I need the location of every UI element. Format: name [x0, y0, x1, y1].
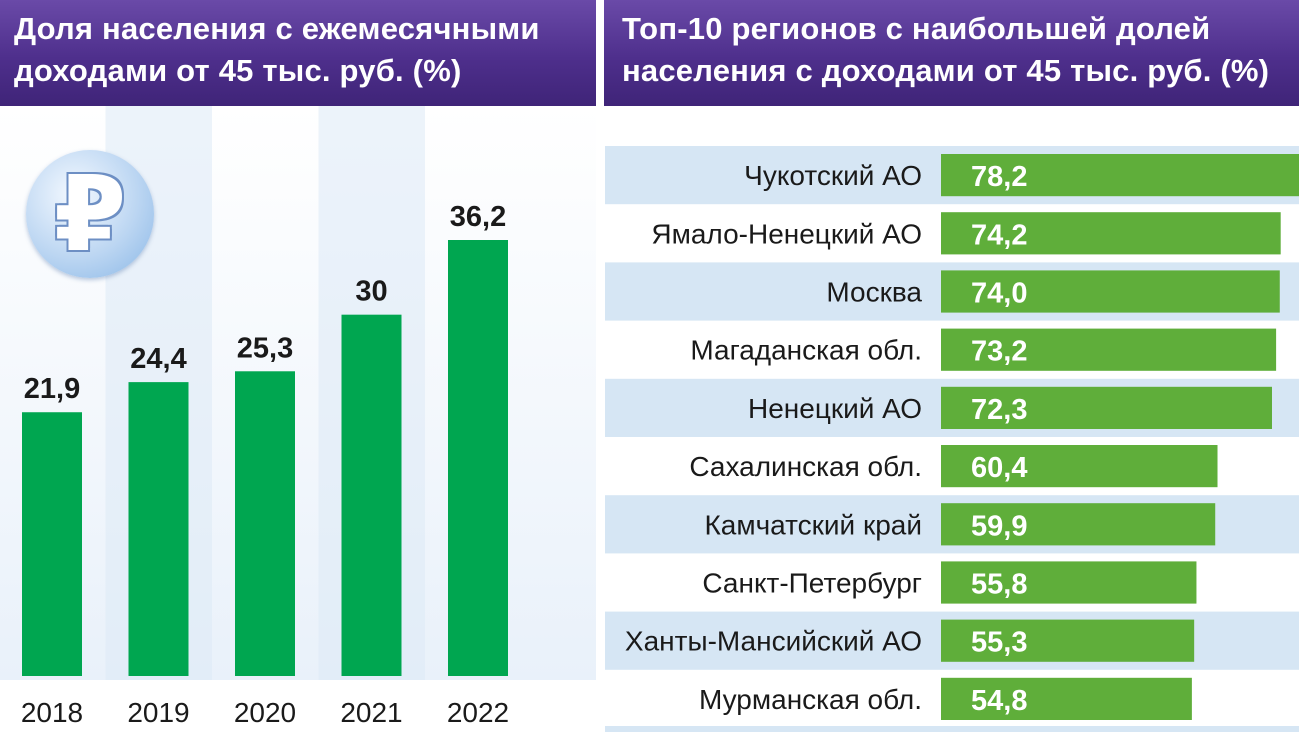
region-value-label: 59,9 [971, 510, 1027, 542]
region-value-label: 74,2 [971, 219, 1027, 251]
region-bar-4 [941, 328, 1277, 371]
bottom-stripe [605, 726, 1299, 732]
right-chart-title: Топ-10 регионов с наибольшей долей насел… [604, 0, 1299, 106]
region-value-label: 54,8 [971, 685, 1027, 717]
bar-2020 [235, 371, 295, 676]
bar-2022 [448, 240, 508, 676]
bar-value-label: 36,2 [450, 201, 506, 233]
region-value-label: 55,8 [971, 569, 1027, 601]
header-divider [596, 0, 604, 106]
bar-2019 [128, 382, 189, 676]
bar-value-label: 24,4 [130, 343, 186, 375]
region-name-label: Чукотский АО [744, 160, 922, 191]
right-title-line-1: Топ-10 регионов с наибольшей долей [622, 11, 1211, 46]
region-value-label: 73,2 [971, 336, 1027, 368]
region-name-label: Санкт-Петербург [702, 568, 922, 599]
region-bar-10 [941, 677, 1192, 720]
region-value-label: 78,2 [971, 161, 1027, 193]
ruble-icon: ₽ [26, 150, 154, 278]
yearly-bar-chart: 21,9 2018 24,4 2019 25,3 2020 30 2021 36,2 2022 [0, 106, 596, 728]
region-name-label: Сахалинская обл. [689, 451, 922, 482]
bar-2021 [341, 314, 402, 676]
year-tick-label: 2020 [234, 697, 296, 728]
region-bar-6 [941, 445, 1218, 488]
region-bar-2 [941, 212, 1281, 255]
region-name-label: Камчатский край [704, 509, 922, 540]
year-tick-label: 2022 [447, 697, 509, 728]
region-value-label: 74,0 [971, 278, 1027, 310]
bar-2018 [22, 412, 82, 676]
region-name-label: Ямало-Ненецкий АО [651, 218, 922, 249]
region-bar-7 [941, 503, 1216, 546]
region-value-label: 60,4 [971, 452, 1027, 484]
region-name-label: Мурманская обл. [699, 684, 922, 715]
region-bar-9 [941, 619, 1195, 662]
left-chart-title: Доля населения с ежемесячными доходами о… [0, 0, 596, 106]
region-value-label: 72,3 [971, 394, 1027, 426]
region-name-label: Ханты-Мансийский АО [625, 626, 922, 657]
left-title-line-2: доходами от 45 тыс. руб. (%) [14, 53, 462, 88]
bar-value-label: 25,3 [237, 332, 293, 364]
region-name-label: Ненецкий АО [748, 393, 922, 424]
region-value-label: 55,3 [971, 627, 1027, 659]
region-bar-3 [941, 270, 1280, 313]
region-name-label: Магаданская обл. [690, 335, 922, 366]
region-bar-5 [941, 386, 1272, 429]
right-title-line-2: населения с доходами от 45 тыс. руб. (%) [622, 53, 1270, 88]
region-name-label: Москва [826, 277, 922, 308]
bar-value-label: 21,9 [24, 373, 80, 405]
left-title-line-1: Доля населения с ежемесячными [14, 11, 540, 46]
year-tick-label: 2021 [340, 697, 402, 728]
year-tick-label: 2018 [21, 697, 83, 728]
region-bar-1 [941, 154, 1299, 197]
bar-value-label: 30 [355, 276, 387, 308]
year-tick-label: 2019 [127, 697, 189, 728]
region-bar-8 [941, 561, 1197, 604]
ruble-glyph: ₽ [53, 153, 127, 275]
